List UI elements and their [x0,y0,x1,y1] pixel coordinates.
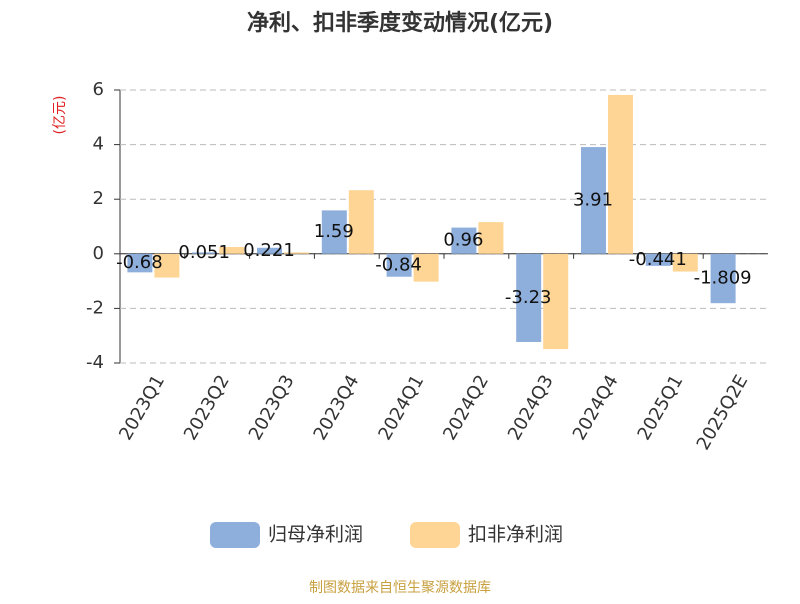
x-tick-label: 2024Q4 [569,372,623,444]
bar [219,246,245,254]
x-tick-label: 2024Q2 [439,372,493,444]
chart-title: 净利、扣非季度变动情况(亿元) [247,10,553,36]
y-tick-label: 2 [93,188,104,209]
bar [257,247,282,254]
data-label: -3.23 [505,287,552,308]
data-label: -0.441 [629,249,687,270]
bar [672,253,698,272]
data-label: 0.051 [178,242,230,263]
data-label: -0.68 [116,252,163,273]
x-tick-label: 2023Q3 [245,372,299,444]
data-label: 0.221 [243,240,295,261]
bar [321,210,347,254]
bar [127,253,153,273]
y-tick-label: 4 [93,134,104,155]
bar [478,222,504,254]
bar [516,253,542,342]
y-tick-label: -2 [86,297,104,318]
bar [348,190,374,254]
bar [645,253,671,266]
bar [451,227,477,254]
bar [608,94,633,254]
legend-swatch [410,522,460,548]
data-label: 1.59 [314,221,354,242]
bar [284,252,309,254]
bar [581,147,606,254]
y-tick-label: -4 [86,352,104,373]
bar [192,252,218,254]
bar [154,253,180,278]
y-tick-label: 0 [93,243,104,264]
legend-label: 扣非净利润 [468,524,563,546]
x-tick-label: 2025Q1 [634,372,688,444]
bar [413,253,439,282]
bar [710,253,736,304]
x-tick-label: 2024Q3 [504,372,558,444]
x-tick-label: 2023Q1 [115,372,169,444]
data-label: 3.91 [573,189,613,210]
y-tick-label: 6 [93,79,104,100]
data-label: 0.96 [443,230,483,251]
x-tick-label: 2025Q2E [693,372,753,454]
x-tick-label: 2024Q1 [374,372,428,444]
x-tick-label: 2023Q2 [180,372,234,444]
legend-swatch [210,522,260,548]
y-axis-label: (亿元) [52,96,68,135]
bar [543,253,569,350]
data-label: -0.84 [375,254,422,275]
data-label: -1.809 [694,267,752,288]
bar [386,253,412,277]
legend-label: 归母净利润 [268,524,363,546]
source-note: 制图数据来自恒生聚源数据库 [309,580,491,596]
x-tick-label: 2023Q4 [310,372,364,444]
